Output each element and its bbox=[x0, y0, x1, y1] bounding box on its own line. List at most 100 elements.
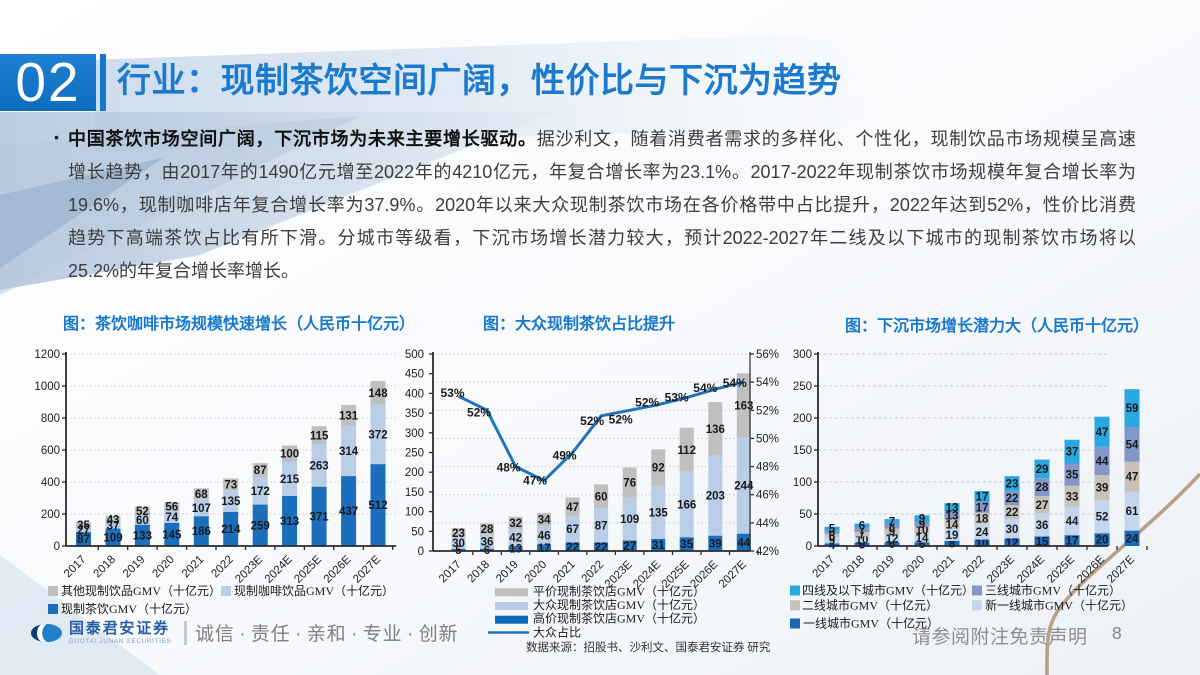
svg-text:52: 52 bbox=[136, 506, 149, 518]
svg-text:47%: 47% bbox=[523, 474, 547, 488]
svg-text:37: 37 bbox=[1066, 447, 1079, 459]
svg-text:2020: 2020 bbox=[901, 554, 928, 581]
svg-text:33: 33 bbox=[1066, 492, 1079, 504]
svg-text:47: 47 bbox=[1126, 472, 1139, 484]
svg-text:68: 68 bbox=[195, 489, 208, 501]
svg-text:现制咖啡饮品GMV（十亿元）: 现制咖啡饮品GMV（十亿元） bbox=[234, 583, 394, 598]
svg-text:512: 512 bbox=[368, 500, 387, 512]
svg-text:87: 87 bbox=[595, 520, 608, 532]
svg-text:22: 22 bbox=[595, 542, 608, 554]
svg-text:数据来源：招股书、沙利文、国泰君安证券 研究: 数据来源：招股书、沙利文、国泰君安证券 研究 bbox=[526, 640, 771, 654]
svg-text:平价现制茶饮店GMV（十亿元）: 平价现制茶饮店GMV（十亿元） bbox=[533, 584, 705, 599]
svg-text:150: 150 bbox=[405, 487, 424, 499]
svg-text:92: 92 bbox=[652, 463, 665, 475]
svg-text:17: 17 bbox=[976, 502, 989, 514]
svg-text:371: 371 bbox=[310, 511, 330, 523]
svg-text:2023E: 2023E bbox=[233, 553, 265, 585]
svg-text:48%: 48% bbox=[756, 462, 779, 474]
svg-text:136: 136 bbox=[706, 424, 725, 436]
svg-text:100: 100 bbox=[793, 477, 812, 489]
svg-text:其他现制饮品GMV（十亿元）: 其他现制饮品GMV（十亿元） bbox=[61, 583, 221, 598]
svg-text:12: 12 bbox=[886, 533, 899, 545]
svg-text:259: 259 bbox=[251, 520, 270, 532]
svg-text:29: 29 bbox=[1036, 464, 1049, 476]
svg-text:52%: 52% bbox=[467, 405, 491, 419]
svg-text:23: 23 bbox=[1006, 479, 1019, 491]
svg-text:87: 87 bbox=[77, 534, 90, 546]
svg-text:109: 109 bbox=[103, 532, 122, 544]
svg-text:2022: 2022 bbox=[209, 554, 236, 581]
svg-text:39: 39 bbox=[1096, 483, 1109, 495]
svg-text:48%: 48% bbox=[497, 461, 521, 475]
svg-text:50%: 50% bbox=[756, 433, 779, 445]
svg-text:6: 6 bbox=[829, 531, 835, 543]
svg-text:43: 43 bbox=[107, 514, 120, 526]
svg-text:74: 74 bbox=[165, 512, 178, 524]
svg-text:2021: 2021 bbox=[180, 554, 207, 581]
svg-text:186: 186 bbox=[192, 526, 211, 538]
svg-text:2018: 2018 bbox=[92, 554, 119, 581]
svg-text:100: 100 bbox=[280, 449, 299, 461]
svg-text:27: 27 bbox=[623, 541, 636, 553]
svg-text:100: 100 bbox=[405, 507, 424, 519]
svg-text:10: 10 bbox=[856, 535, 869, 547]
svg-text:24: 24 bbox=[1126, 533, 1139, 545]
svg-text:56: 56 bbox=[165, 502, 178, 514]
svg-text:20: 20 bbox=[1096, 535, 1109, 547]
svg-text:新一线城市GMV（十亿元）: 新一线城市GMV（十亿元） bbox=[985, 598, 1133, 613]
svg-text:2019: 2019 bbox=[494, 559, 521, 586]
svg-text:6: 6 bbox=[829, 527, 835, 539]
svg-text:244: 244 bbox=[734, 481, 754, 493]
svg-text:2018: 2018 bbox=[841, 554, 868, 581]
svg-text:2026E: 2026E bbox=[322, 553, 354, 585]
svg-text:400: 400 bbox=[41, 477, 60, 489]
svg-text:2017: 2017 bbox=[811, 554, 838, 581]
svg-text:166: 166 bbox=[677, 500, 696, 512]
svg-text:9: 9 bbox=[919, 519, 925, 531]
svg-text:7: 7 bbox=[859, 525, 865, 537]
svg-text:46: 46 bbox=[538, 530, 551, 542]
svg-text:250: 250 bbox=[793, 381, 812, 393]
svg-text:2020: 2020 bbox=[150, 554, 177, 581]
svg-text:172: 172 bbox=[251, 486, 270, 498]
svg-text:800: 800 bbox=[41, 413, 60, 425]
svg-text:2022: 2022 bbox=[961, 554, 988, 581]
svg-text:2025E: 2025E bbox=[292, 553, 324, 585]
svg-text:44: 44 bbox=[737, 537, 750, 549]
svg-text:2022: 2022 bbox=[580, 559, 607, 586]
svg-text:34: 34 bbox=[538, 515, 551, 527]
svg-text:44%: 44% bbox=[756, 518, 779, 530]
svg-text:59: 59 bbox=[1126, 403, 1139, 415]
svg-text:107: 107 bbox=[192, 503, 211, 515]
svg-text:215: 215 bbox=[280, 474, 300, 486]
svg-text:大众占比: 大众占比 bbox=[533, 625, 581, 640]
svg-text:28: 28 bbox=[1036, 482, 1049, 494]
svg-text:54%: 54% bbox=[756, 377, 779, 389]
svg-text:52%: 52% bbox=[609, 412, 633, 426]
svg-text:54: 54 bbox=[1126, 439, 1139, 451]
svg-text:2023E: 2023E bbox=[985, 553, 1017, 585]
svg-text:46%: 46% bbox=[756, 490, 779, 502]
svg-text:二线城市GMV（十亿元）: 二线城市GMV（十亿元） bbox=[802, 598, 938, 613]
svg-text:2024E: 2024E bbox=[1015, 553, 1047, 585]
svg-text:73: 73 bbox=[224, 479, 237, 491]
svg-text:10: 10 bbox=[976, 538, 989, 550]
svg-text:163: 163 bbox=[734, 401, 753, 413]
svg-text:2019: 2019 bbox=[871, 554, 898, 581]
svg-text:2021: 2021 bbox=[551, 559, 578, 586]
svg-text:2027E: 2027E bbox=[351, 553, 383, 585]
svg-text:263: 263 bbox=[310, 461, 329, 473]
svg-text:2025E: 2025E bbox=[1045, 553, 1077, 585]
svg-text:372: 372 bbox=[368, 429, 387, 441]
svg-text:203: 203 bbox=[706, 491, 725, 503]
svg-text:10: 10 bbox=[916, 525, 929, 537]
svg-text:9: 9 bbox=[829, 536, 835, 548]
svg-text:450: 450 bbox=[405, 369, 424, 381]
svg-text:214: 214 bbox=[221, 524, 241, 536]
svg-text:67: 67 bbox=[566, 524, 579, 536]
svg-text:148: 148 bbox=[368, 388, 388, 400]
svg-text:36: 36 bbox=[1036, 520, 1049, 532]
svg-text:28: 28 bbox=[481, 524, 494, 536]
svg-text:2017: 2017 bbox=[437, 559, 464, 586]
svg-text:2024E: 2024E bbox=[263, 553, 295, 585]
